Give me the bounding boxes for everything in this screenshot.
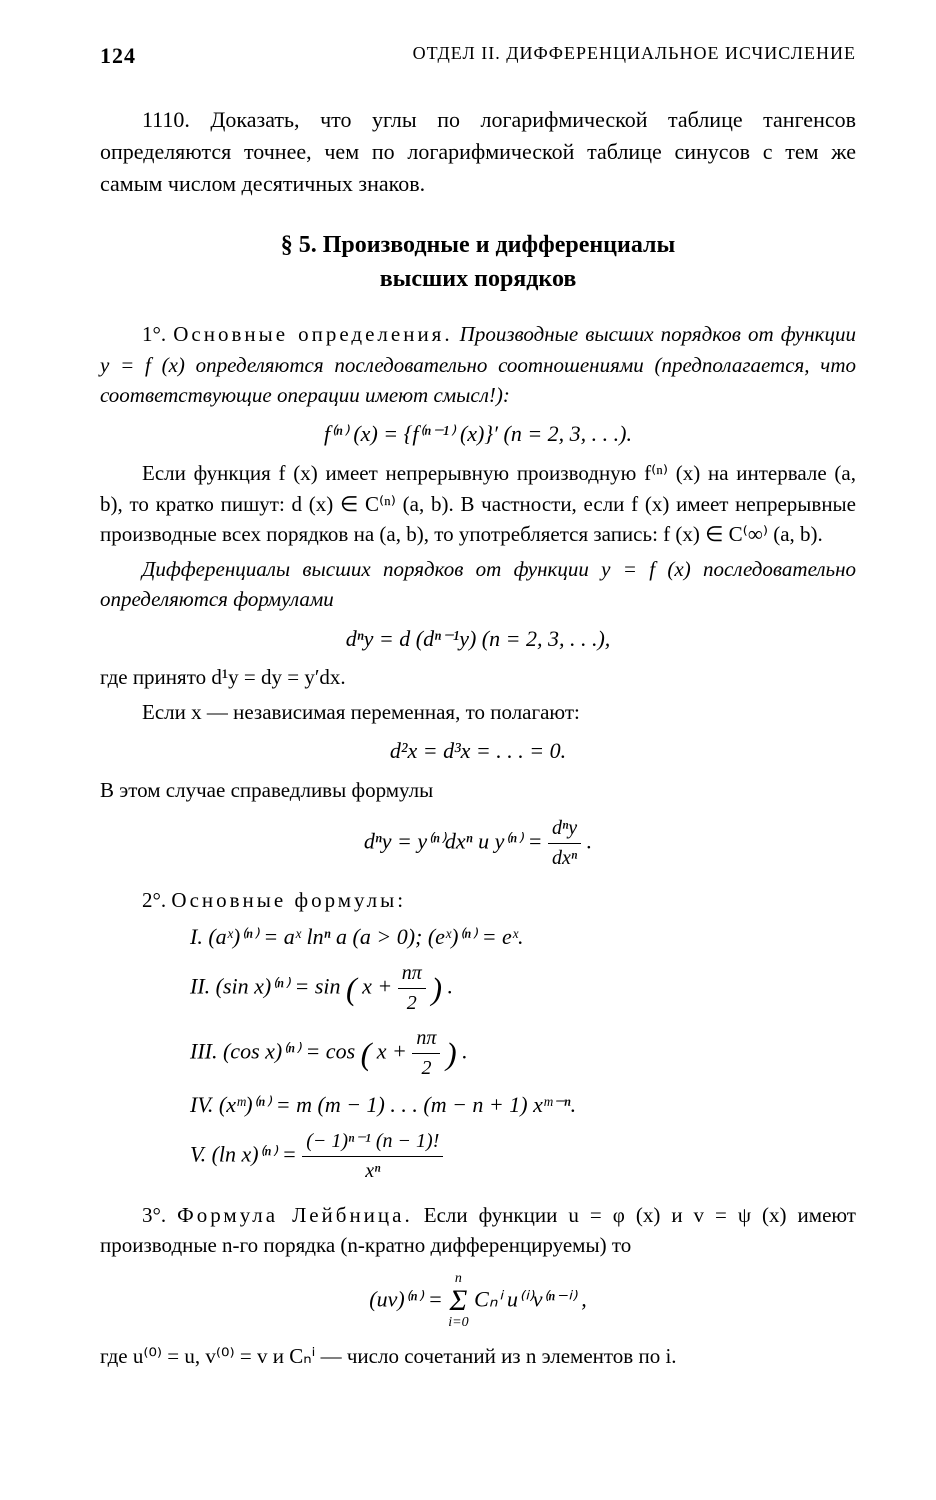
formula-d2x: d²x = d³x = . . . = 0.: [100, 735, 856, 767]
running-title: ОТДЕЛ II. ДИФФЕРЕНЦИАЛЬНОЕ ИСЧИСЛЕНИЕ: [413, 40, 856, 72]
definition-2: 2°. Основные формулы:: [100, 885, 856, 915]
formula-III-left: III. (cos x)⁽ⁿ⁾ = cos: [190, 1039, 361, 1064]
formula-I: I. (aˣ)⁽ⁿ⁾ = aˣ lnⁿ a (a > 0); (eˣ)⁽ⁿ⁾ =…: [190, 921, 856, 953]
leibniz-term: Cₙⁱ u⁽ⁱ⁾v⁽ⁿ⁻ⁱ⁾ ,: [469, 1286, 587, 1311]
leibniz-formula: (uv)⁽ⁿ⁾ = nΣi=0 Cₙⁱ u⁽ⁱ⁾v⁽ⁿ⁻ⁱ⁾ ,: [100, 1269, 856, 1334]
para-d1y: где принято d¹y = dy = y′dx.: [100, 662, 856, 692]
formula-V-num: (− 1)ⁿ⁻¹ (n − 1)!: [302, 1127, 443, 1157]
para-last: где u⁽⁰⁾ = u, v⁽⁰⁾ = v и Cₙⁱ — число соч…: [100, 1341, 856, 1371]
formula-II-num: nπ: [398, 959, 426, 989]
formula4-num: dⁿy: [548, 814, 581, 844]
formula-III-frac: nπ2: [412, 1024, 440, 1083]
def1-heading: Основные определения.: [173, 322, 452, 346]
def1-lead: 1°.: [142, 322, 173, 346]
def2-lead: 2°.: [142, 888, 171, 912]
formula-nth-derivative: f⁽ⁿ⁾ (x) = {f⁽ⁿ⁻¹⁾ (x)}′ (n = 2, 3, . . …: [100, 418, 856, 450]
definition-1: 1°. Основные определения. Производные вы…: [100, 319, 856, 410]
formula-II-den: 2: [398, 989, 426, 1018]
definition-3: 3°. Формула Лейбница. Если функции u = φ…: [100, 1200, 856, 1261]
formula-III-den: 2: [412, 1054, 440, 1083]
formula4-left: dⁿy = y⁽ⁿ⁾dxⁿ и y⁽ⁿ⁾ =: [364, 828, 548, 853]
formula-III-inner: x +: [377, 1039, 413, 1064]
para3-text: Дифференциалы высших порядков от функции…: [100, 557, 856, 611]
formula-V-den: xⁿ: [302, 1157, 443, 1186]
para-valid-formulas: В этом случае справедливы формулы: [100, 775, 856, 805]
formula-IV: IV. (xᵐ)⁽ⁿ⁾ = m (m − 1) . . . (m − n + 1…: [190, 1089, 856, 1121]
formula-II: II. (sin x)⁽ⁿ⁾ = sin ( x + nπ2 ) .: [190, 959, 856, 1018]
def3-heading: Формула Лейбница.: [177, 1203, 413, 1227]
para-differentials: Дифференциалы высших порядков от функции…: [100, 554, 856, 615]
formula-dny-expanded: dⁿy = y⁽ⁿ⁾dxⁿ и y⁽ⁿ⁾ = dⁿydxⁿ .: [100, 814, 856, 873]
formula-V: V. (ln x)⁽ⁿ⁾ = (− 1)ⁿ⁻¹ (n − 1)!xⁿ: [190, 1127, 856, 1186]
def2-heading: Основные формулы:: [171, 888, 406, 912]
formula4-frac: dⁿydxⁿ: [548, 814, 581, 873]
def3-lead: 3°.: [142, 1203, 177, 1227]
formula-II-inner: x +: [362, 974, 398, 999]
section-title-line1: § 5. Производные и дифференциалы: [100, 228, 856, 263]
formula-V-left: V. (ln x)⁽ⁿ⁾ =: [190, 1141, 302, 1166]
page-number: 124: [100, 40, 136, 72]
page-header: 124 ОТДЕЛ II. ДИФФЕРЕНЦИАЛЬНОЕ ИСЧИСЛЕНИ…: [100, 40, 856, 72]
leibniz-left: (uv)⁽ⁿ⁾ =: [369, 1286, 448, 1311]
section-title: § 5. Производные и дифференциалы высших …: [100, 228, 856, 298]
problem-1110: 1110. Доказать, что углы по логарифмичес…: [100, 104, 856, 200]
para-continuous-derivative: Если функция f (x) имеет непрерывную про…: [100, 458, 856, 549]
leibniz-sum-bot: i=0: [448, 1313, 468, 1333]
section-title-line2: высших порядков: [100, 262, 856, 297]
formula-II-left: II. (sin x)⁽ⁿ⁾ = sin: [190, 974, 346, 999]
para-independent-var: Если x — независимая переменная, то пола…: [100, 697, 856, 727]
formula-dny: dⁿy = d (dⁿ⁻¹y) (n = 2, 3, . . .),: [100, 623, 856, 655]
formula-V-frac: (− 1)ⁿ⁻¹ (n − 1)!xⁿ: [302, 1127, 443, 1186]
formula-II-frac: nπ2: [398, 959, 426, 1018]
formula-III-num: nπ: [412, 1024, 440, 1054]
formula4-den: dxⁿ: [548, 844, 581, 873]
formula-III: III. (cos x)⁽ⁿ⁾ = cos ( x + nπ2 ) .: [190, 1024, 856, 1083]
